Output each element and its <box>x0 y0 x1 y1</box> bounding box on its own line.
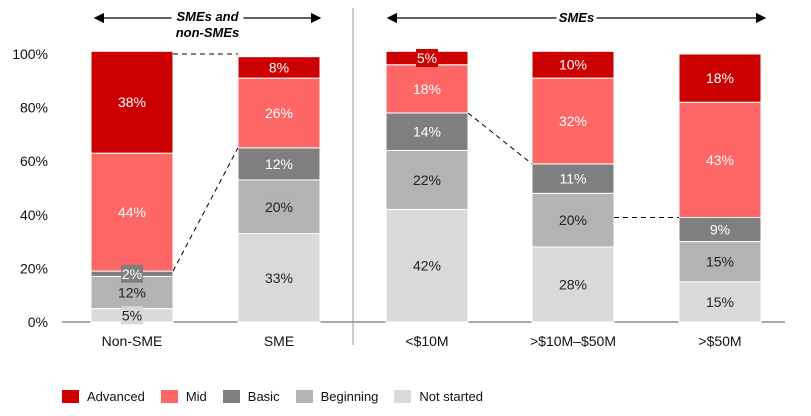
data-label: 43% <box>706 152 734 168</box>
data-label: 33% <box>265 270 293 286</box>
group-label: SMEs <box>559 10 594 25</box>
data-label: 20% <box>265 199 293 215</box>
data-label-bg <box>558 211 588 230</box>
y-tick-label: 80% <box>20 100 48 116</box>
x-tick-label: >$50M <box>698 333 741 349</box>
legend-swatch <box>394 390 412 403</box>
data-label: 2% <box>122 266 142 282</box>
data-label: 10% <box>559 57 587 73</box>
data-label-bg <box>558 275 588 294</box>
legend-swatch <box>295 390 313 403</box>
data-label-bg <box>412 256 442 275</box>
data-label: 14% <box>413 124 441 140</box>
data-label: 22% <box>413 172 441 188</box>
data-label-bg <box>705 252 735 271</box>
data-label: 12% <box>265 156 293 172</box>
stacked-bar-chart: 0% 20% 40% 60% 80% 100% Non-SME SME <$10M >$10M–$… <box>12 8 785 349</box>
data-label-bg <box>268 58 290 77</box>
data-label-bg <box>264 154 294 173</box>
data-label-bg <box>705 292 735 311</box>
legend-item: Mid <box>160 389 207 404</box>
connectors <box>172 53 679 272</box>
data-label-bg <box>558 112 588 130</box>
legend-swatch <box>160 390 178 403</box>
x-tick-label: >$10M–$50M <box>530 333 616 349</box>
data-label: 5% <box>417 50 437 66</box>
data-label-bg <box>709 220 731 239</box>
legend-label: Beginning <box>320 389 379 404</box>
data-label: 20% <box>559 212 587 228</box>
data-label-bg <box>117 93 147 112</box>
data-label-bg <box>121 306 143 325</box>
data-label: 9% <box>710 222 730 238</box>
y-tick-label: 40% <box>20 207 48 223</box>
axes: 0% 20% 40% 60% 80% 100% Non-SME SME <$10M >$10M–$… <box>12 8 785 349</box>
y-tick-label: 60% <box>20 153 48 169</box>
data-label: 11% <box>560 171 587 187</box>
connector-line <box>467 112 533 165</box>
data-label: 8% <box>269 59 289 75</box>
data-label-bg <box>117 283 147 302</box>
data-label: 26% <box>265 105 293 121</box>
data-label: 28% <box>559 276 587 292</box>
legend-label: Advanced <box>87 389 145 404</box>
data-label: 15% <box>706 294 734 310</box>
data-label-bg <box>264 268 294 287</box>
data-label: 38% <box>118 94 146 110</box>
data-label: 12% <box>118 285 146 301</box>
data-label: 42% <box>413 258 441 274</box>
data-label-bg <box>412 122 442 141</box>
y-tick-label: 20% <box>20 260 48 276</box>
legend-item: Basic <box>222 389 280 404</box>
legend-label: Mid <box>185 389 207 404</box>
data-label-bg <box>412 170 442 189</box>
x-tick-label: SME <box>264 333 294 349</box>
data-label-bg <box>412 79 442 98</box>
legend-item: Not started <box>394 389 483 404</box>
x-tick-label: Non-SME <box>102 333 163 349</box>
data-label: 18% <box>706 70 734 86</box>
y-tick-label: 100% <box>12 46 48 62</box>
legend-label: Not started <box>419 389 483 404</box>
data-label-bg <box>117 203 147 222</box>
data-label-bg <box>121 264 143 283</box>
legend-swatch <box>222 390 240 403</box>
legend-label: Basic <box>247 389 280 404</box>
bars: 5% 12% 2% 44% 38% 33% 20% 12% 26% 8% 42% 22% 14% 18% 5… <box>90 49 762 325</box>
data-label-bg <box>558 169 588 188</box>
data-label: 18% <box>413 81 441 97</box>
data-label: 32% <box>559 113 587 129</box>
group-label: SMEs and <box>176 9 239 24</box>
x-tick-label: <$10M <box>405 333 448 349</box>
data-label-bg <box>705 69 735 88</box>
bar-segment <box>678 281 762 323</box>
data-label-bg <box>264 103 294 122</box>
legend: Advanced Mid Basic Beginning Not started <box>62 389 499 404</box>
data-label: 15% <box>706 254 734 270</box>
y-tick-label: 0% <box>28 314 48 330</box>
data-label-bg <box>264 197 294 216</box>
data-label-bg <box>705 150 735 169</box>
data-label: 44% <box>118 204 146 220</box>
legend-item: Beginning <box>295 389 379 404</box>
data-label-bg <box>416 49 438 68</box>
data-label-bg <box>558 55 588 74</box>
legend-item: Advanced <box>62 389 145 404</box>
group-label: non-SMEs <box>176 25 240 40</box>
legend-swatch <box>62 390 79 403</box>
connector-line <box>172 147 239 272</box>
data-label: 5% <box>122 307 142 323</box>
